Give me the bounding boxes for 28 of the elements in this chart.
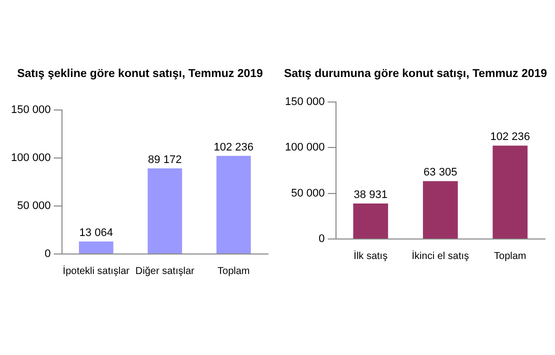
y-tick-label: 50 000: [291, 187, 325, 200]
x-tick-label: İpotekli satışlar: [62, 264, 130, 277]
x-tick-label: Toplam: [494, 250, 526, 262]
x-tick-label: Toplam: [218, 266, 250, 277]
bar: [148, 168, 182, 254]
data-label: 13 064: [79, 226, 113, 239]
bar: [492, 146, 528, 238]
y-tick-label: 100 000: [284, 142, 325, 154]
chart-title: Satış durumuna göre konut satışı, Temmuz 2019: [282, 68, 548, 80]
y-tick-label: 150 000: [284, 96, 325, 108]
y-tick-label: 0: [44, 248, 51, 260]
bar: [353, 203, 388, 238]
data-label: 38 931: [354, 188, 388, 201]
data-label: 102 236: [490, 131, 530, 144]
x-tick-label: Diğer satışlar: [135, 266, 196, 277]
x-tick-label: İlk satış: [354, 250, 388, 262]
data-label: 102 236: [214, 141, 254, 154]
bar: [216, 156, 251, 254]
chart-title: Satış şekline göre konut satışı, Temmuz 2019: [16, 68, 264, 80]
data-label: 63 305: [424, 166, 458, 179]
y-tick-label: 150 000: [10, 104, 51, 116]
y-tick-label: 50 000: [17, 200, 51, 212]
bar: [78, 241, 114, 254]
bar: [422, 181, 458, 238]
x-tick-label: İkinci el satış: [412, 250, 470, 262]
y-tick-label: 100 000: [10, 152, 51, 164]
data-label: 89 172: [148, 154, 182, 166]
y-tick-label: 0: [318, 233, 325, 246]
